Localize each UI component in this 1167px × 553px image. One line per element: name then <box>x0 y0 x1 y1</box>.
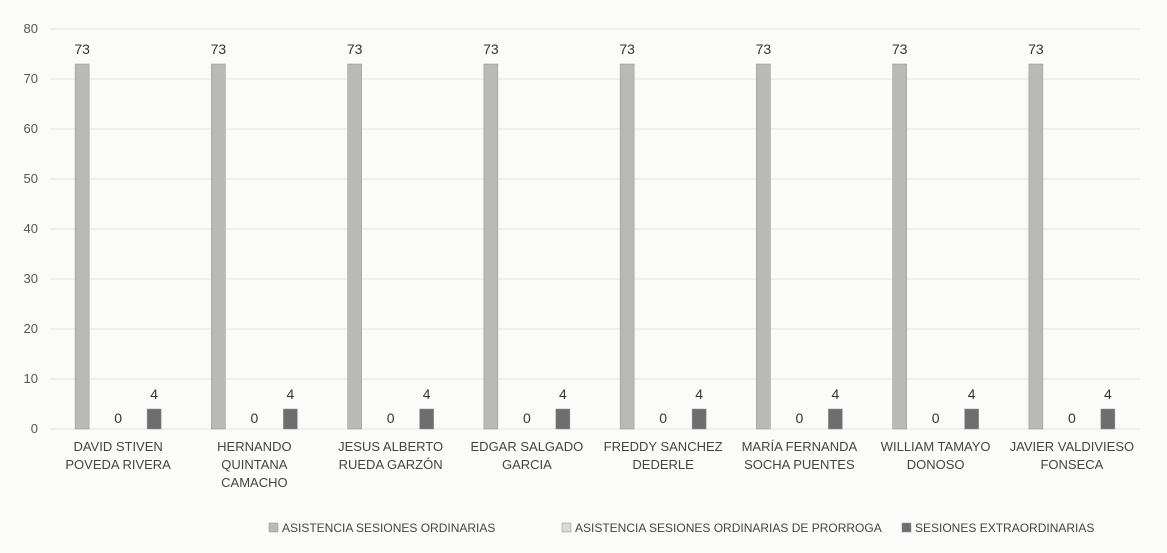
y-tick-label: 30 <box>24 271 38 286</box>
bar-1-7 <box>892 63 907 430</box>
bar-3-4 <box>555 408 571 430</box>
y-tick-label: 10 <box>24 371 38 386</box>
y-tick-label: 20 <box>24 321 38 336</box>
bar-3-2 <box>283 408 298 430</box>
bar-1-8 <box>1028 63 1044 430</box>
data-label-2-3: 0 <box>387 410 395 426</box>
data-label-3-5: 4 <box>695 386 703 402</box>
data-label-1-6: 73 <box>756 41 772 57</box>
y-tick-label: 70 <box>24 71 38 86</box>
data-label-2-5: 0 <box>659 410 667 426</box>
category-label-2-2: QUINTANA <box>221 457 288 472</box>
data-labels: 73 0 4 73 0 4 73 0 4 73 0 4 73 0 4 73 0 4 73 0 4 73 0 4 <box>74 41 1112 426</box>
x-axis-category-labels: DAVID STIVEN POVEDA RIVERA HERNANDO QUINTAN… <box>65 439 1134 490</box>
data-label-2-2: 0 <box>250 410 258 426</box>
category-label-8-1: JAVIER VALDIVIESO <box>1010 439 1135 454</box>
y-tick-label: 0 <box>31 421 38 436</box>
legend-swatch-2 <box>561 522 572 533</box>
category-label-5-2: DEDERLE <box>632 457 694 472</box>
data-label-3-6: 4 <box>831 386 839 402</box>
data-label-3-7: 4 <box>968 386 976 402</box>
bar-3-5 <box>691 408 707 430</box>
data-label-1-4: 73 <box>483 41 499 57</box>
category-label-2-3: CAMACHO <box>221 475 287 490</box>
bar-3-8 <box>1100 408 1116 430</box>
bar-1-3 <box>347 63 362 430</box>
y-tick-label: 50 <box>24 171 38 186</box>
category-label-1-2: POVEDA RIVERA <box>65 457 171 472</box>
bar-1-1 <box>74 63 90 430</box>
category-label-3-1: JESUS ALBERTO <box>338 439 443 454</box>
category-label-3-2: RUEDA GARZÓN <box>339 457 443 472</box>
bar-1-4 <box>483 63 499 430</box>
category-label-6-1: MARÍA FERNANDA <box>742 439 858 454</box>
data-label-1-1: 73 <box>74 41 90 57</box>
data-label-1-8: 73 <box>1028 41 1044 57</box>
legend-label-1: ASISTENCIA SESIONES ORDINARIAS <box>282 521 495 535</box>
data-label-1-2: 73 <box>211 41 227 57</box>
data-label-1-5: 73 <box>619 41 635 57</box>
bar-3-3 <box>419 408 434 430</box>
bar-3-7 <box>964 408 979 430</box>
data-label-2-8: 0 <box>1068 410 1076 426</box>
category-label-8-2: FONSECA <box>1040 457 1103 472</box>
data-label-3-8: 4 <box>1104 386 1112 402</box>
bar-1-6 <box>756 63 771 430</box>
category-label-5-1: FREDDY SANCHEZ <box>604 439 723 454</box>
legend: ASISTENCIA SESIONES ORDINARIAS ASISTENCIA… <box>268 521 1094 535</box>
category-label-2-1: HERNANDO <box>217 439 291 454</box>
bar-1-2 <box>211 63 226 430</box>
y-tick-label: 40 <box>24 221 38 236</box>
data-label-2-7: 0 <box>932 410 940 426</box>
data-label-3-3: 4 <box>423 386 431 402</box>
legend-label-3: SESIONES EXTRAORDINARIAS <box>915 521 1094 535</box>
bar-1-5 <box>619 63 635 430</box>
legend-swatch-3 <box>901 522 912 533</box>
data-label-3-4: 4 <box>559 386 567 402</box>
data-label-2-4: 0 <box>523 410 531 426</box>
bar-3-1 <box>146 408 162 430</box>
data-label-1-7: 73 <box>892 41 908 57</box>
gridlines <box>50 28 1140 430</box>
y-tick-label: 60 <box>24 121 38 136</box>
data-label-2-1: 0 <box>114 410 122 426</box>
bar-3-6 <box>828 408 843 430</box>
category-label-7-2: DONOSO <box>907 457 965 472</box>
y-axis-ticks: 0 10 20 30 40 50 60 70 80 <box>24 21 38 436</box>
y-tick-label: 80 <box>24 21 38 36</box>
data-label-1-3: 73 <box>347 41 363 57</box>
legend-swatch-1 <box>268 522 279 533</box>
category-label-4-1: EDGAR SALGADO <box>471 439 584 454</box>
category-label-4-2: GARCIA <box>502 457 552 472</box>
legend-label-2: ASISTENCIA SESIONES ORDINARIAS DE PRORRO… <box>575 521 882 535</box>
bars <box>74 63 1116 430</box>
category-label-6-2: SOCHA PUENTES <box>744 457 855 472</box>
category-label-7-1: WILLIAM TAMAYO <box>881 439 991 454</box>
data-label-3-1: 4 <box>150 386 158 402</box>
data-label-2-6: 0 <box>795 410 803 426</box>
data-label-3-2: 4 <box>286 386 294 402</box>
category-label-1-1: DAVID STIVEN <box>73 439 162 454</box>
